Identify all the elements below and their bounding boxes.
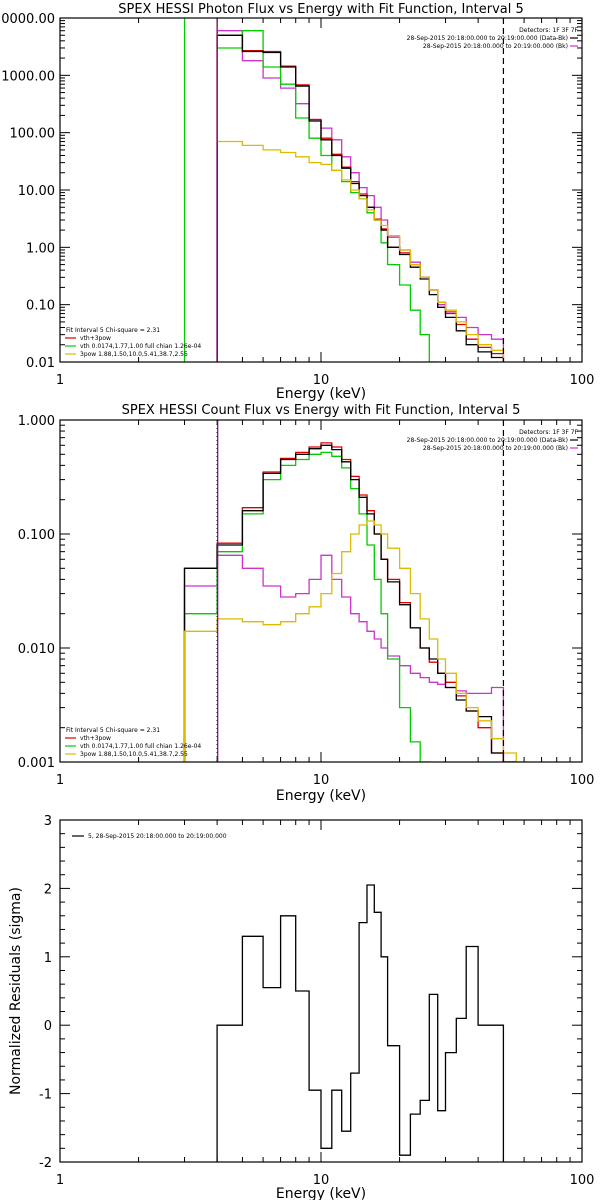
y-tick-label: 0000.00 (1, 12, 55, 27)
x-tick-label: 1 (56, 1173, 64, 1188)
fit-legend-text: Fit Interval 5 Chi-square = 2.31 (66, 727, 160, 734)
top-legend-text: 28-Sep-2015 20:18:00.000 to 20:19:00.000… (423, 43, 568, 50)
chart-title: SPEX HESSI Count Flux vs Energy with Fit… (122, 403, 521, 418)
y-tick-label: 100.00 (10, 127, 56, 142)
top-legend-text: 28-Sep-2015 20:18:00.000 to 20:19:00.000… (407, 35, 568, 42)
series-line (183, 444, 517, 762)
series-line (183, 554, 505, 762)
x-tick-label: 100 (570, 1173, 595, 1188)
y-tick-label: 0.001 (18, 756, 55, 771)
y-tick-label: 1.00 (26, 241, 55, 256)
series-line (183, 451, 430, 762)
plot-frame (59, 17, 583, 363)
fit-legend: Fit Interval 5 Chi-square = 2.31vth+3pow… (65, 727, 201, 758)
fit-legend-text: 3pow 1.88,1.50,10.0,5.41,38.7,2.55 (80, 751, 188, 758)
fit-legend-text: Fit Interval 5 Chi-square = 2.31 (66, 327, 160, 334)
y-tick-label: 0.100 (18, 528, 55, 543)
y-tick-label: 1.000 (18, 414, 55, 429)
fit-legend-text: vth 0.0174,1.77,1.00 full chian 1.26e-04 (80, 343, 201, 350)
x-tick-label: 1 (56, 373, 64, 388)
y-tick-label: 0.10 (26, 299, 55, 314)
x-axis-label: Energy (keV) (276, 1186, 366, 1200)
photon-flux-panel: SPEX HESSI Photon Flux vs Energy with Fi… (1, 2, 595, 402)
y-tick-label: 1 (44, 951, 52, 966)
y-axis: 0000.00 1000.00 100.00 10.00 1.00 0.10 0.01 (1, 12, 582, 371)
series-group (183, 442, 529, 762)
y-axis: 3 2 1 0 -1 -2 Normalized Residuals (sigma) (8, 814, 582, 1171)
fit-legend-text: vth 0.0174,1.77,1.00 full chian 1.26e-04 (80, 743, 201, 750)
plot-frame (59, 419, 583, 763)
plot-frame (59, 819, 583, 1163)
top-legend-text: Detectors: 1F 3F 7F (519, 429, 578, 436)
series-line (216, 18, 439, 362)
count-flux-panel: SPEX HESSI Count Flux vs Energy with Fit… (18, 403, 595, 804)
y-axis-label: Normalized Residuals (sigma) (8, 887, 24, 1095)
x-axis: 1 10 100 Energy (keV) (56, 18, 595, 402)
x-axis-label: Energy (keV) (276, 386, 366, 402)
y-tick-label: 0 (44, 1019, 52, 1034)
y-tick-label: 10.00 (18, 184, 55, 199)
fit-legend-text: vth+3pow (80, 335, 111, 342)
series-line (216, 18, 505, 362)
x-axis: 1 10 100 Energy (keV) (56, 820, 595, 1200)
chart-title: SPEX HESSI Photon Flux vs Energy with Fi… (118, 2, 524, 17)
x-tick-label: 10 (313, 1173, 330, 1188)
y-tick-label: 0.010 (18, 642, 55, 657)
x-tick-label: 100 (570, 373, 595, 388)
series-line (216, 884, 505, 1162)
x-axis-label: Energy (keV) (276, 788, 366, 804)
y-tick-label: 2 (44, 882, 52, 897)
fit-legend-text: vth+3pow (80, 735, 111, 742)
series-group (216, 18, 505, 362)
x-tick-label: 100 (570, 773, 595, 788)
residual-legend: 5, 28-Sep-2015 20:18:00.000 to 20:19:00.… (72, 833, 227, 840)
series-line (183, 520, 529, 762)
x-tick-label: 10 (313, 373, 330, 388)
top-legend-text: 28-Sep-2015 20:18:00.000 to 20:19:00.000… (423, 445, 568, 452)
y-axis: 1.000 0.100 0.010 0.001 (18, 414, 582, 771)
residual-legend-text: 5, 28-Sep-2015 20:18:00.000 to 20:19:00.… (88, 833, 227, 840)
y-tick-label: 1000.00 (1, 69, 55, 84)
x-tick-label: 10 (313, 773, 330, 788)
top-legend-text: Detectors: 1F 3F 7F (519, 27, 578, 34)
x-tick-label: 1 (56, 773, 64, 788)
fit-legend-text: 3pow 1.88,1.50,10.0,5.41,38.7,2.55 (80, 351, 188, 358)
top-legend-text: 28-Sep-2015 20:18:00.000 to 20:19:00.000… (407, 437, 568, 444)
y-tick-label: 3 (44, 814, 52, 829)
series-line (216, 30, 505, 362)
y-tick-label: -1 (39, 1088, 52, 1103)
fit-legend: Fit Interval 5 Chi-square = 2.31vth+3pow… (65, 327, 201, 358)
y-tick-label: 0.01 (26, 356, 55, 371)
series-group (216, 884, 505, 1162)
y-tick-label: -2 (39, 1156, 52, 1171)
